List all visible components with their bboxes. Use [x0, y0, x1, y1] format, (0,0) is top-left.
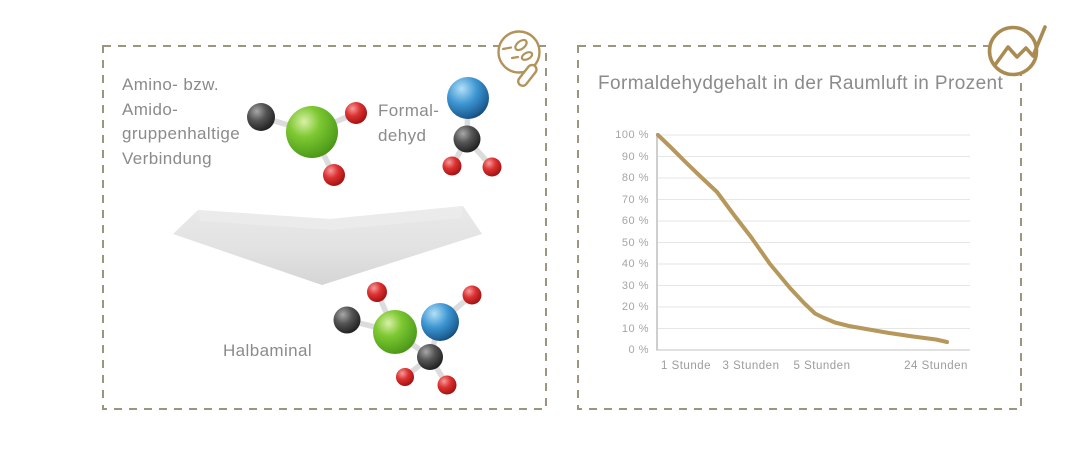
x-tick-1-stunde: 1 Stunde: [660, 360, 712, 372]
reactant-label-line2: Amido-: [122, 99, 179, 119]
formaldehyde-label-line2: dehyd: [378, 126, 427, 145]
blue-atom: [447, 77, 489, 119]
chart-title: Formaldehydgehalt in der Raumluft in Pro…: [598, 73, 1004, 94]
y-tick-80: 80 %: [621, 172, 649, 184]
data-line-formaldehyde: [656, 133, 949, 344]
formaldehyde-label-line1: Formal-: [378, 101, 440, 120]
chart-panel: Formaldehydgehalt in der Raumluft in Pro…: [577, 45, 1022, 410]
dashed-border-right-panel: [577, 45, 1022, 410]
blue-atom: [421, 303, 459, 341]
red-atom: [345, 102, 367, 124]
black-atom: [453, 125, 481, 153]
formaldehyde-decay-chart: [656, 133, 970, 351]
product-label: Halbaminal: [223, 341, 313, 360]
red-atom: [437, 375, 457, 395]
x-tick-3-stunden: 3 Stunden: [722, 360, 780, 372]
red-atom: [396, 368, 414, 386]
y-tick-0: 0 %: [628, 344, 649, 356]
red-atom: [367, 282, 387, 302]
dashed-border-left-panel: [102, 45, 547, 410]
red-atom: [482, 157, 502, 177]
green-atom: [373, 310, 417, 354]
y-tick-10: 10 %: [621, 322, 649, 335]
x-tick-24-stunden: 24 Stunden: [904, 360, 968, 372]
red-atom: [462, 285, 482, 305]
reactant-label-line1: Amino- bzw.: [122, 75, 219, 94]
y-tick-100: 100 %: [615, 129, 649, 141]
red-atom: [442, 156, 462, 176]
molecule-amino-compound: [247, 102, 367, 186]
molecule-halbaminal: [333, 282, 482, 395]
formaldehyde-label: Formal- dehyd: [378, 98, 439, 148]
reactant-label: Amino- bzw. Amido- gruppenhaltige Verbin…: [122, 73, 240, 171]
y-tick-20: 20 %: [621, 301, 649, 313]
reactant-label-line4: Verbindung: [122, 148, 213, 168]
x-tick-5-stunden: 5 Stunden: [793, 360, 851, 372]
y-tick-40: 40 %: [621, 258, 649, 270]
molecule-formaldehyde: [442, 77, 502, 177]
black-atom: [417, 344, 443, 370]
reaction-panel: Amino- bzw. Amido- gruppenhaltige Verbin…: [102, 45, 547, 410]
y-tick-90: 90 %: [621, 150, 649, 163]
trend-chart-icon: [987, 25, 1047, 77]
green-atom: [286, 106, 338, 158]
black-atom: [333, 306, 361, 334]
reactant-label-line3: gruppenhaltige: [122, 124, 241, 143]
black-atom: [247, 103, 275, 131]
gridlines: [658, 134, 970, 329]
red-atom: [323, 164, 345, 186]
y-tick-30: 30 %: [621, 279, 649, 292]
reaction-arrow-down: [173, 206, 482, 285]
y-tick-60: 60 %: [621, 215, 649, 227]
magnifier-molecules-icon: [497, 30, 541, 87]
y-tick-50: 50 %: [621, 236, 649, 249]
y-tick-70: 70 %: [621, 193, 649, 206]
